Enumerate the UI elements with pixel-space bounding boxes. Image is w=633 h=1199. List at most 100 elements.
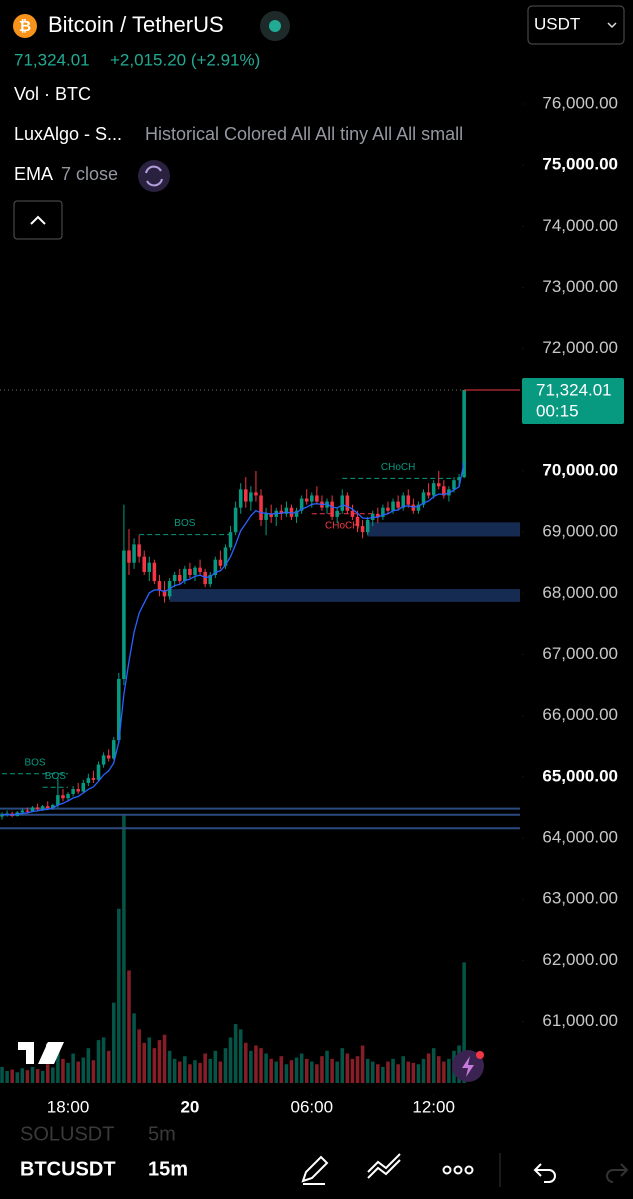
prev-symbol: SOLUSDT (20, 1123, 114, 1145)
candle-body (294, 510, 299, 517)
candle-body (162, 590, 167, 597)
volume-bar (228, 1037, 233, 1083)
volume-bar (162, 1034, 167, 1083)
candle-body (208, 574, 213, 585)
volume-bar (172, 1058, 177, 1083)
volume-bar (86, 1048, 91, 1083)
volume-bar (426, 1053, 431, 1083)
chart: 61,000.00 62,000.00 63,000.00 64,000.00 65,0… (0, 93, 624, 1116)
structure-label: BOS (174, 518, 195, 529)
candle-body (71, 789, 75, 794)
volume-bar (360, 1045, 365, 1083)
candle-body (310, 495, 314, 502)
volume-bar (167, 1050, 172, 1083)
coin-glyph: ₿ (19, 18, 31, 35)
candle-body (426, 492, 431, 496)
volume-bar (284, 1064, 289, 1083)
volume-bar (137, 1029, 141, 1083)
candle-body (391, 501, 395, 511)
y-tick-label: 61,000.00 (542, 1011, 618, 1030)
trend-tool[interactable] (367, 1153, 401, 1179)
volume-bar (51, 1067, 55, 1083)
volume-bar (132, 1013, 136, 1083)
alert-badge (476, 1051, 484, 1059)
candle-body (81, 782, 86, 792)
alert-icon (462, 1056, 474, 1077)
candle-body (183, 568, 187, 582)
candle-body (315, 495, 319, 502)
volume-bar (15, 1072, 20, 1083)
candle-body (101, 755, 106, 765)
candle-body (355, 516, 360, 527)
volume-bar (208, 1058, 213, 1083)
indicator-name[interactable]: LuxAlgo - S... (14, 124, 122, 144)
candle-body (421, 492, 426, 505)
volume-bar (254, 1045, 258, 1083)
undo-button[interactable] (533, 1163, 556, 1183)
candle-body (436, 483, 441, 487)
candle-body (177, 574, 182, 582)
candle-body (396, 501, 400, 508)
price-change: +2,015.20 (+2.91%) (110, 50, 260, 69)
candle-body (376, 513, 380, 517)
candle-body (335, 510, 339, 517)
candle-body (259, 495, 263, 520)
volume-bar (76, 1061, 80, 1083)
collapse-button[interactable] (13, 200, 63, 240)
volume-bar (269, 1058, 273, 1083)
candle-body (381, 507, 385, 517)
redo-button[interactable] (606, 1163, 629, 1183)
volume-bar (193, 1060, 197, 1083)
volume-bar (35, 1069, 40, 1083)
volume-bar (96, 1040, 101, 1083)
order-block (367, 522, 520, 537)
volume-bar (345, 1053, 350, 1083)
candle-body (147, 562, 152, 572)
volume-bar (244, 1042, 248, 1083)
candle-body (172, 574, 177, 582)
candle-body (213, 559, 218, 575)
volume-bar (101, 1037, 106, 1083)
volume-bar (198, 1062, 202, 1083)
coin-icon (13, 14, 37, 38)
draw-tool[interactable] (301, 1155, 329, 1185)
currency[interactable]: USDT (534, 14, 580, 33)
indicator-name[interactable]: Vol · BTC (14, 84, 91, 104)
toolbar-interval[interactable]: 15m (148, 1158, 188, 1180)
volume-bar (315, 1064, 319, 1083)
y-tick-label: 70,000.00 (542, 460, 618, 479)
candle-body (198, 567, 202, 572)
currency-select[interactable] (527, 5, 625, 45)
volume-bar (376, 1064, 380, 1083)
more-button[interactable] (442, 1165, 474, 1175)
volume-bar (122, 815, 126, 1083)
volume-bar (340, 1048, 345, 1083)
price-label: 71,324.01 (536, 380, 612, 399)
volume-bar (299, 1053, 304, 1083)
x-tick-label: 18:00 (47, 1097, 90, 1116)
volume-bar (142, 1042, 146, 1083)
volume-bar (330, 1058, 334, 1083)
volume-bar (294, 1057, 299, 1083)
candle-body (360, 526, 365, 533)
prev-interval: 5m (148, 1123, 176, 1145)
volume-bar (325, 1050, 329, 1083)
volume-bar (442, 1061, 446, 1083)
toolbar-symbol[interactable]: BTCUSDT (20, 1158, 116, 1180)
volume-bar (396, 1064, 400, 1083)
candle-body (330, 501, 334, 517)
y-tick-label: 67,000.00 (542, 644, 618, 663)
volume-bar (381, 1066, 385, 1083)
indicator-name[interactable]: EMA (14, 164, 53, 184)
y-tick-label: 74,000.00 (542, 216, 618, 235)
structure-label: CHoCH (325, 520, 359, 531)
y-tick-label: 68,000.00 (542, 583, 618, 602)
volume-bar (259, 1048, 263, 1083)
volume-bar (218, 1061, 223, 1083)
y-tick-label: 73,000.00 (542, 277, 618, 296)
volume-bar (127, 970, 131, 1083)
tv-logo-dot (46, 1042, 54, 1050)
candle-body (238, 489, 243, 508)
volume-bar (421, 1058, 426, 1083)
refresh-button[interactable] (138, 160, 170, 192)
